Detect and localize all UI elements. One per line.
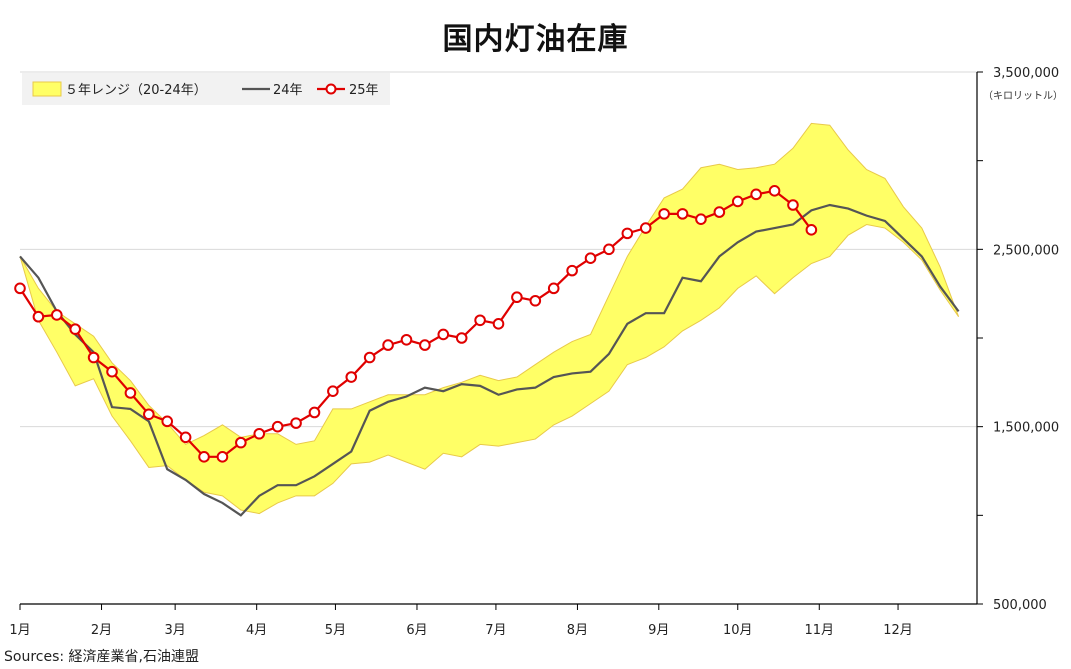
x-tick-label: 5月 (325, 623, 346, 638)
series-25-point (770, 186, 780, 196)
series-25-point (402, 335, 412, 345)
series-25-point (254, 429, 264, 439)
series-25-point (291, 418, 301, 428)
x-tick-label: 12月 (883, 623, 913, 638)
series-25-point (346, 372, 356, 382)
series-25-point (310, 408, 320, 418)
series-25-point (107, 367, 117, 377)
legend-label-24: 24年 (273, 83, 303, 98)
series-25-point (475, 315, 485, 325)
series-25-point (420, 340, 430, 350)
x-tick-label: 8月 (567, 623, 588, 638)
series-25-point (659, 209, 669, 219)
x-tick-label: 3月 (165, 623, 186, 638)
legend-swatch-range (33, 82, 61, 96)
series-25-point (328, 386, 338, 396)
axes: 500,000 1,500,000 2,500,000 3,500,000 1月 2月 3月… (9, 66, 1059, 638)
series-25-point (70, 324, 80, 334)
series-25-point (126, 388, 136, 398)
legend-marker-25 (327, 85, 336, 94)
series-25-point (144, 409, 154, 419)
x-tick-label: 4月 (246, 623, 267, 638)
series-25-point (181, 433, 191, 443)
series-25-point (89, 353, 99, 363)
series-25-point (641, 223, 651, 233)
y-tick-label: 2,500,000 (993, 243, 1059, 258)
series-25-point (273, 422, 283, 432)
series-25-point (383, 340, 393, 350)
y-tick-label: 500,000 (993, 598, 1047, 613)
series-25-point (15, 284, 25, 294)
x-tick-label: 9月 (648, 623, 669, 638)
series-25-point (623, 229, 633, 239)
series-25-point (199, 452, 209, 462)
series-25-point (162, 417, 172, 427)
series-25-point (457, 333, 467, 343)
series-25-point (34, 312, 44, 322)
y-tick-label: 3,500,000 (993, 66, 1059, 81)
series-25-point (365, 353, 375, 363)
series-25-point (52, 310, 62, 320)
series-25-point (218, 452, 228, 462)
x-tick-label: 1月 (9, 623, 30, 638)
series-25-point (438, 330, 448, 340)
x-tick-label: 7月 (485, 623, 506, 638)
legend: ５年レンジ（20-24年） 24年 25年 (22, 73, 390, 105)
series-25-point (494, 319, 504, 329)
x-tick-label: 6月 (406, 623, 427, 638)
series-25-point (549, 284, 559, 294)
series-25-point (512, 292, 522, 302)
legend-label-range: ５年レンジ（20-24年） (65, 83, 207, 98)
y-tick-label: 1,500,000 (993, 421, 1059, 436)
series-25-point (715, 207, 725, 217)
series-25-point (678, 209, 688, 219)
series-25-point (696, 214, 706, 224)
series-25-point (604, 245, 614, 255)
x-tick-label: 2月 (91, 623, 112, 638)
series-25-point (807, 225, 817, 235)
x-tick-label: 11月 (805, 623, 835, 638)
x-tick-label: 10月 (723, 623, 753, 638)
series-25-point (788, 200, 798, 210)
legend-label-25: 25年 (349, 83, 379, 98)
series-25-point (531, 296, 541, 306)
series-25-point (733, 197, 743, 207)
series-25-point (751, 190, 761, 200)
series-25-point (567, 266, 577, 276)
series-25-point (236, 438, 246, 448)
series-25-point (586, 253, 596, 263)
